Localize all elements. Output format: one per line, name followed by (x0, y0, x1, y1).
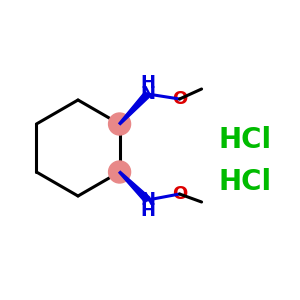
Circle shape (109, 113, 130, 135)
Text: N: N (140, 191, 155, 209)
Text: HCl: HCl (218, 126, 272, 154)
Circle shape (109, 161, 130, 183)
Polygon shape (119, 171, 150, 202)
Text: O: O (172, 185, 187, 203)
Text: H: H (140, 74, 155, 92)
Text: N: N (140, 85, 155, 103)
Text: HCl: HCl (218, 168, 272, 196)
Polygon shape (119, 92, 150, 125)
Text: O: O (172, 90, 187, 108)
Text: H: H (140, 202, 155, 220)
